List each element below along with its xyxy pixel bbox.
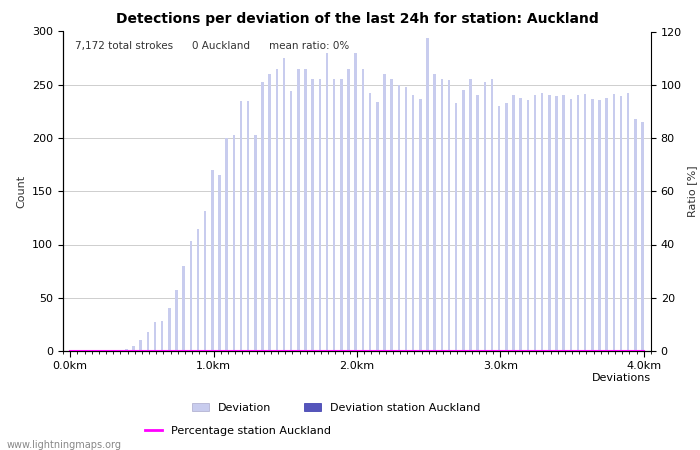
Bar (398, 85, 400, 351)
Bar (190, 241, 192, 351)
Bar (484, 81, 486, 351)
Bar (333, 79, 335, 351)
Bar (555, 96, 558, 351)
Y-axis label: Ratio [%]: Ratio [%] (687, 166, 697, 217)
Bar (261, 81, 264, 351)
Bar (541, 93, 543, 351)
Bar (283, 58, 286, 351)
Bar (326, 53, 328, 351)
Bar (448, 81, 450, 351)
Bar (132, 346, 134, 351)
Bar (491, 79, 494, 351)
Title: Detections per deviation of the last 24h for station: Auckland: Detections per deviation of the last 24h… (116, 12, 598, 26)
Bar (297, 69, 300, 351)
Bar (340, 79, 343, 351)
Bar (240, 101, 242, 351)
Bar (369, 93, 371, 351)
Bar (383, 74, 386, 351)
Legend: Deviation, Deviation station Auckland: Deviation, Deviation station Auckland (188, 399, 484, 418)
Bar (139, 340, 142, 351)
Text: Deviations: Deviations (592, 374, 651, 383)
Bar (469, 79, 472, 351)
Bar (247, 101, 249, 351)
Bar (419, 99, 421, 351)
Bar (391, 79, 393, 351)
Bar (627, 93, 629, 351)
Bar (146, 332, 149, 351)
Bar (354, 53, 357, 351)
Text: mean ratio: 0%: mean ratio: 0% (269, 41, 349, 51)
Bar (591, 99, 594, 351)
Bar (183, 266, 185, 351)
Bar (175, 290, 178, 351)
Bar (225, 138, 228, 351)
Bar (534, 95, 536, 351)
Bar (548, 95, 551, 351)
Bar (161, 321, 163, 351)
Bar (232, 135, 235, 351)
Bar (498, 106, 500, 351)
Bar (426, 38, 428, 351)
Bar (519, 98, 522, 351)
Text: 0 Auckland: 0 Auckland (193, 41, 251, 51)
Bar (634, 119, 637, 351)
Bar (526, 99, 529, 351)
Text: 7,172 total strokes: 7,172 total strokes (75, 41, 173, 51)
Y-axis label: Count: Count (17, 175, 27, 208)
Bar (290, 91, 293, 351)
Bar (218, 175, 220, 351)
Bar (477, 95, 479, 351)
Bar (440, 79, 443, 351)
Bar (512, 95, 514, 351)
Bar (641, 122, 644, 351)
Bar (562, 95, 565, 351)
Bar (276, 69, 278, 351)
Bar (405, 87, 407, 351)
Bar (204, 212, 206, 351)
Bar (505, 103, 508, 351)
Bar (254, 135, 257, 351)
Bar (268, 74, 271, 351)
Bar (154, 322, 156, 351)
Bar (168, 308, 171, 351)
Bar (211, 170, 214, 351)
Bar (462, 90, 465, 351)
Bar (312, 79, 314, 351)
Bar (362, 69, 364, 351)
Bar (455, 103, 457, 351)
Bar (318, 79, 321, 351)
Bar (570, 99, 572, 351)
Bar (412, 95, 414, 351)
Bar (584, 94, 587, 351)
Bar (347, 69, 350, 351)
Bar (620, 96, 622, 351)
Bar (606, 98, 608, 351)
Legend: Percentage station Auckland: Percentage station Auckland (141, 421, 335, 440)
Bar (612, 94, 615, 351)
Bar (577, 95, 580, 351)
Bar (376, 102, 379, 351)
Bar (125, 349, 127, 351)
Bar (598, 99, 601, 351)
Bar (197, 229, 199, 351)
Bar (304, 69, 307, 351)
Bar (433, 74, 436, 351)
Text: www.lightningmaps.org: www.lightningmaps.org (7, 440, 122, 450)
